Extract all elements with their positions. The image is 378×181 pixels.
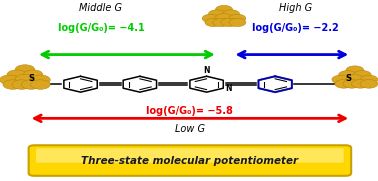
Circle shape (335, 79, 353, 88)
Text: N: N (203, 66, 210, 75)
Circle shape (23, 70, 43, 79)
Circle shape (12, 80, 31, 89)
FancyBboxPatch shape (36, 148, 344, 163)
Circle shape (339, 71, 356, 79)
Circle shape (343, 79, 361, 88)
Circle shape (346, 75, 364, 83)
Circle shape (15, 65, 35, 74)
Text: Low G: Low G (175, 124, 205, 134)
Text: Middle G: Middle G (79, 3, 122, 13)
Circle shape (213, 18, 230, 27)
Circle shape (205, 18, 222, 27)
Text: S: S (28, 74, 34, 83)
Circle shape (360, 79, 378, 88)
Circle shape (229, 18, 246, 27)
Circle shape (215, 5, 232, 14)
Circle shape (21, 80, 41, 89)
FancyBboxPatch shape (29, 145, 351, 176)
Text: Three-state molecular potentiometer: Three-state molecular potentiometer (81, 155, 299, 166)
Circle shape (31, 75, 50, 85)
Circle shape (215, 14, 232, 22)
Circle shape (360, 75, 378, 84)
Circle shape (209, 10, 225, 18)
Circle shape (221, 18, 238, 27)
Text: log(G/G₀)= −5.8: log(G/G₀)= −5.8 (146, 106, 233, 116)
Circle shape (229, 14, 246, 22)
Circle shape (31, 80, 50, 89)
Circle shape (7, 70, 26, 79)
Circle shape (223, 10, 240, 18)
Circle shape (3, 80, 23, 89)
Circle shape (346, 66, 364, 75)
Text: N: N (225, 84, 232, 93)
Circle shape (353, 71, 371, 79)
Text: High G: High G (279, 3, 312, 13)
Text: log(G/G₀)= −2.2: log(G/G₀)= −2.2 (252, 23, 339, 33)
Circle shape (332, 75, 350, 84)
Circle shape (202, 14, 219, 22)
Circle shape (352, 79, 369, 88)
Text: S: S (345, 74, 352, 83)
Text: log(G/G₀)= −4.1: log(G/G₀)= −4.1 (57, 23, 144, 33)
Circle shape (0, 75, 19, 85)
Circle shape (15, 74, 35, 84)
